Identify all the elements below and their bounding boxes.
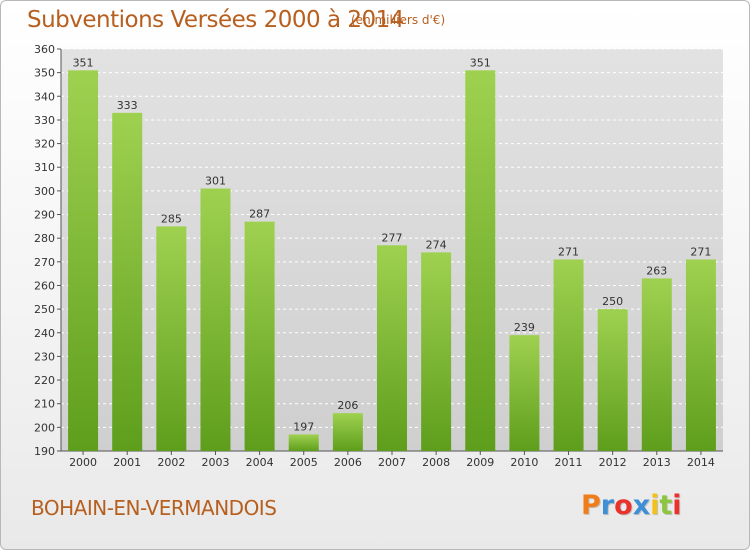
y-tick-label: 210	[34, 398, 55, 411]
data-label: 351	[73, 56, 94, 69]
y-tick-label: 290	[34, 209, 55, 222]
location-name: BOHAIN-EN-VERMANDOIS	[31, 496, 277, 520]
x-tick-label: 2010	[510, 456, 538, 469]
data-label: 206	[337, 399, 358, 412]
y-tick-label: 330	[34, 114, 55, 127]
data-label: 271	[558, 245, 579, 258]
x-tick-label: 2009	[466, 456, 494, 469]
logo-letter: x	[632, 490, 651, 521]
data-label: 239	[514, 321, 535, 334]
chart-title: Subventions Versées 2000 à 2014	[27, 7, 404, 33]
x-tick-label: 2008	[422, 456, 450, 469]
bar	[597, 309, 628, 451]
x-tick-label: 2005	[290, 456, 318, 469]
logo-letter: o	[614, 490, 633, 521]
y-tick-label: 190	[34, 445, 55, 458]
bar	[465, 70, 496, 452]
proxiti-logo: Proxiti	[581, 490, 682, 521]
y-tick-label: 350	[34, 67, 55, 80]
x-tick-label: 2002	[157, 456, 185, 469]
bar	[553, 259, 584, 451]
y-tick-label: 310	[34, 161, 55, 174]
y-tick-label: 250	[34, 303, 55, 316]
bar	[244, 221, 275, 451]
data-label: 287	[249, 208, 270, 221]
x-tick-label: 2011	[555, 456, 583, 469]
bar	[509, 335, 540, 451]
x-tick-label: 2001	[113, 456, 141, 469]
x-tick-label: 2004	[246, 456, 274, 469]
x-tick-label: 2006	[334, 456, 362, 469]
y-tick-label: 300	[34, 185, 55, 198]
bar	[421, 252, 452, 451]
chart-subtitle: (en milliers d'€)	[351, 13, 446, 27]
logo-letter: r	[600, 490, 615, 521]
data-label: 274	[426, 238, 447, 251]
y-tick-label: 230	[34, 350, 55, 363]
logo-letter: i	[672, 490, 682, 521]
data-label: 351	[470, 56, 491, 69]
y-tick-label: 200	[34, 421, 55, 434]
data-label: 301	[205, 175, 226, 188]
bar	[685, 259, 716, 451]
bar	[156, 226, 187, 451]
y-tick-label: 280	[34, 232, 55, 245]
x-tick-label: 2014	[687, 456, 715, 469]
y-tick-label: 320	[34, 138, 55, 151]
logo-letter: P	[581, 490, 601, 521]
y-tick-label: 270	[34, 256, 55, 269]
y-tick-label: 340	[34, 90, 55, 103]
data-label: 197	[293, 420, 314, 433]
y-tick-label: 240	[34, 327, 55, 340]
y-tick-label: 260	[34, 279, 55, 292]
x-tick-label: 2013	[643, 456, 671, 469]
bar	[200, 188, 231, 452]
bar	[332, 413, 363, 451]
x-tick-label: 2007	[378, 456, 406, 469]
bar	[641, 278, 672, 451]
bar	[288, 434, 319, 451]
data-label: 263	[646, 264, 667, 277]
data-label: 285	[161, 212, 182, 225]
logo-letter: i	[650, 490, 660, 521]
data-label: 333	[117, 99, 138, 112]
y-tick-label: 220	[34, 374, 55, 387]
x-tick-label: 2012	[599, 456, 627, 469]
data-label: 277	[382, 231, 403, 244]
bar	[112, 112, 143, 452]
y-tick-label: 360	[34, 43, 55, 56]
bar	[68, 70, 99, 452]
data-label: 271	[690, 245, 711, 258]
x-tick-label: 2000	[69, 456, 97, 469]
bar	[377, 245, 407, 451]
x-tick-label: 2003	[201, 456, 229, 469]
data-label: 250	[602, 295, 623, 308]
logo-letter: t	[659, 490, 673, 521]
